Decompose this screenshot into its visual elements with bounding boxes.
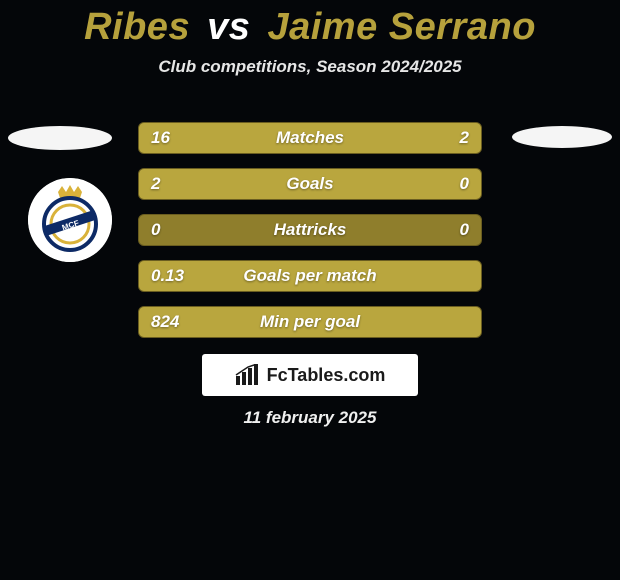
- comparison-card: Ribes vs Jaime Serrano Club competitions…: [0, 0, 620, 580]
- stat-label: Goals: [139, 169, 481, 199]
- stat-bar-hattricks: 0 Hattricks 0: [138, 214, 482, 246]
- brand-badge: FcTables.com: [202, 354, 418, 396]
- player1-badge: [8, 126, 112, 150]
- stat-bar-min-per-goal: 824 Min per goal: [138, 306, 482, 338]
- stat-bar-goals-per-match: 0.13 Goals per match: [138, 260, 482, 292]
- stat-label: Matches: [139, 123, 481, 153]
- page-title: Ribes vs Jaime Serrano: [0, 0, 620, 49]
- stat-bar-matches: 16 Matches 2: [138, 122, 482, 154]
- stat-label: Min per goal: [139, 307, 481, 337]
- stat-right-value: 0: [460, 215, 469, 245]
- stat-label: Hattricks: [139, 215, 481, 245]
- player1-club-crest: MCF: [28, 178, 112, 262]
- stat-bar-goals: 2 Goals 0: [138, 168, 482, 200]
- stat-label: Goals per match: [139, 261, 481, 291]
- title-player1: Ribes: [84, 6, 190, 48]
- stat-right-value: 2: [460, 123, 469, 153]
- player2-badge: [512, 126, 612, 148]
- subtitle: Club competitions, Season 2024/2025: [0, 57, 620, 77]
- date-label: 11 february 2025: [0, 408, 620, 428]
- title-vs: vs: [207, 6, 250, 48]
- stat-bars: 16 Matches 2 2 Goals 0 0 Hattricks 0 0.1…: [138, 122, 482, 352]
- stat-right-value: 0: [460, 169, 469, 199]
- title-player2: Jaime Serrano: [267, 6, 535, 48]
- brand-text: FcTables.com: [267, 365, 386, 386]
- chart-icon: [235, 364, 261, 386]
